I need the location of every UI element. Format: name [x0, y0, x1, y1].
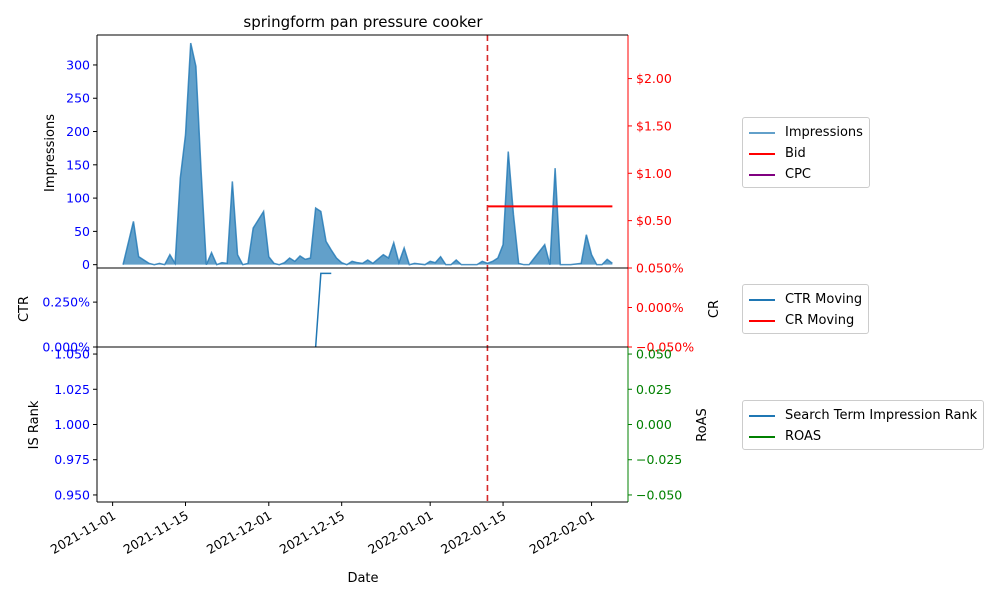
bot-y-tick-0.95: 0.950 — [54, 487, 90, 502]
legend-swatch-cpc — [749, 173, 775, 176]
legend-label-cr-moving: CR Moving — [785, 313, 855, 328]
legend-swatch-roas — [749, 435, 775, 438]
top-y-tick-200: 200 — [66, 124, 90, 139]
legend-label-cpc: CPC — [785, 167, 811, 182]
mid-y-tick-0.0025: 0.250% — [42, 295, 90, 310]
legend-label-is-rank: Search Term Impression Rank — [785, 408, 978, 423]
legend-swatch-ctr — [749, 298, 775, 301]
x-tick-2022-01-15: 2022-01-15 — [438, 508, 508, 557]
top-y-tick-50: 50 — [74, 224, 90, 239]
legend-label-roas: ROAS — [785, 429, 822, 444]
mid-right-tick-0: 0.000% — [636, 300, 684, 315]
y-label-roas: RoAS — [695, 408, 710, 442]
top-y-tick-0: 0 — [82, 257, 90, 272]
legend-item-bid: Bid — [749, 143, 863, 164]
top-y-tick-300: 300 — [66, 57, 90, 72]
x-axis-label: Date — [347, 571, 378, 586]
x-tick-2022-01-01: 2022-01-01 — [365, 508, 435, 557]
ctr-moving-line — [314, 272, 332, 348]
legend-item-cr-moving: CR Moving — [749, 310, 862, 331]
y-label-is-rank: IS Rank — [27, 400, 42, 449]
top-right-tick-0.5: $0.50 — [636, 213, 672, 228]
legend-item-impressions: Impressions — [749, 122, 863, 143]
bot-y-tick-0.975: 0.975 — [54, 452, 90, 467]
legend-label-ctr-moving: CTR Moving — [785, 292, 863, 307]
legend-item-is-rank: Search Term Impression Rank — [749, 405, 977, 426]
legend-swatch-is-rank — [749, 414, 775, 417]
bot-y-tick-1: 1.000 — [54, 417, 90, 432]
bot-right-tick-0: 0.000 — [636, 417, 672, 432]
mid-y-tick-0: 0.000% — [42, 340, 90, 355]
mid-right-tick--0.0005: −0.050% — [636, 340, 694, 355]
legend-bottom: Search Term Impression Rank ROAS — [742, 400, 985, 450]
bot-y-tick-1.025: 1.025 — [54, 382, 90, 397]
top-y-tick-250: 250 — [66, 91, 90, 106]
legend-item-roas: ROAS — [749, 426, 977, 447]
chart-title: springform pan pressure cooker — [243, 13, 483, 31]
top-right-tick-1: $1.00 — [636, 166, 672, 181]
x-tick-2021-12-01: 2021-12-01 — [204, 508, 274, 557]
top-y-tick-150: 150 — [66, 157, 90, 172]
impressions-line — [122, 42, 613, 266]
bot-y-tick-1.05: 1.050 — [54, 347, 90, 362]
y-label-ctr: CTR — [17, 296, 32, 322]
legend-item-cpc: CPC — [749, 164, 863, 185]
y-label-cr: CR — [707, 300, 722, 318]
middle-panel — [314, 272, 332, 348]
legend-swatch-cr — [749, 319, 775, 322]
x-tick-2022-02-01: 2022-02-01 — [527, 508, 597, 557]
x-tick-2021-11-15: 2021-11-15 — [121, 508, 191, 557]
legend-top: Impressions Bid CPC — [742, 117, 870, 188]
x-tick-2021-11-01: 2021-11-01 — [48, 508, 118, 557]
mid-right-tick-0.0005: 0.050% — [636, 261, 684, 276]
top-right-tick-1.5: $1.50 — [636, 118, 672, 133]
legend-swatch-bid — [749, 152, 775, 155]
legend-label-impressions: Impressions — [785, 125, 863, 140]
bot-right-tick-0.05: 0.050 — [636, 347, 672, 362]
bot-right-tick-0.025: 0.025 — [636, 382, 672, 397]
x-tick-2021-12-15: 2021-12-15 — [277, 508, 347, 557]
legend-middle: CTR Moving CR Moving — [742, 284, 870, 334]
legend-item-ctr-moving: CTR Moving — [749, 289, 862, 310]
legend-label-bid: Bid — [785, 146, 806, 161]
bot-right-tick--0.05: −0.050 — [636, 487, 682, 502]
top-y-tick-100: 100 — [66, 191, 90, 206]
bot-right-tick--0.025: −0.025 — [636, 452, 682, 467]
top-right-tick-2: $2.00 — [636, 71, 672, 86]
legend-swatch-impressions — [749, 131, 775, 134]
top-panel — [122, 42, 613, 266]
y-label-impressions: Impressions — [43, 114, 58, 192]
